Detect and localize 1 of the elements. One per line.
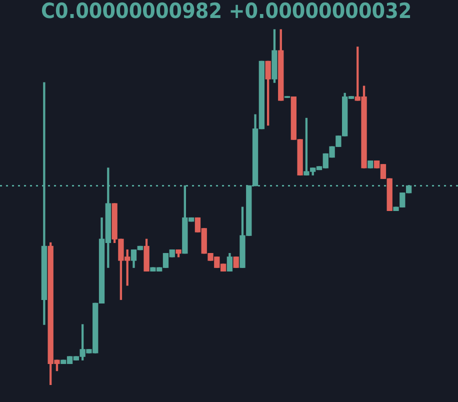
chart-title: C0.00000000982 +0.00000000032 bbox=[41, 0, 412, 24]
